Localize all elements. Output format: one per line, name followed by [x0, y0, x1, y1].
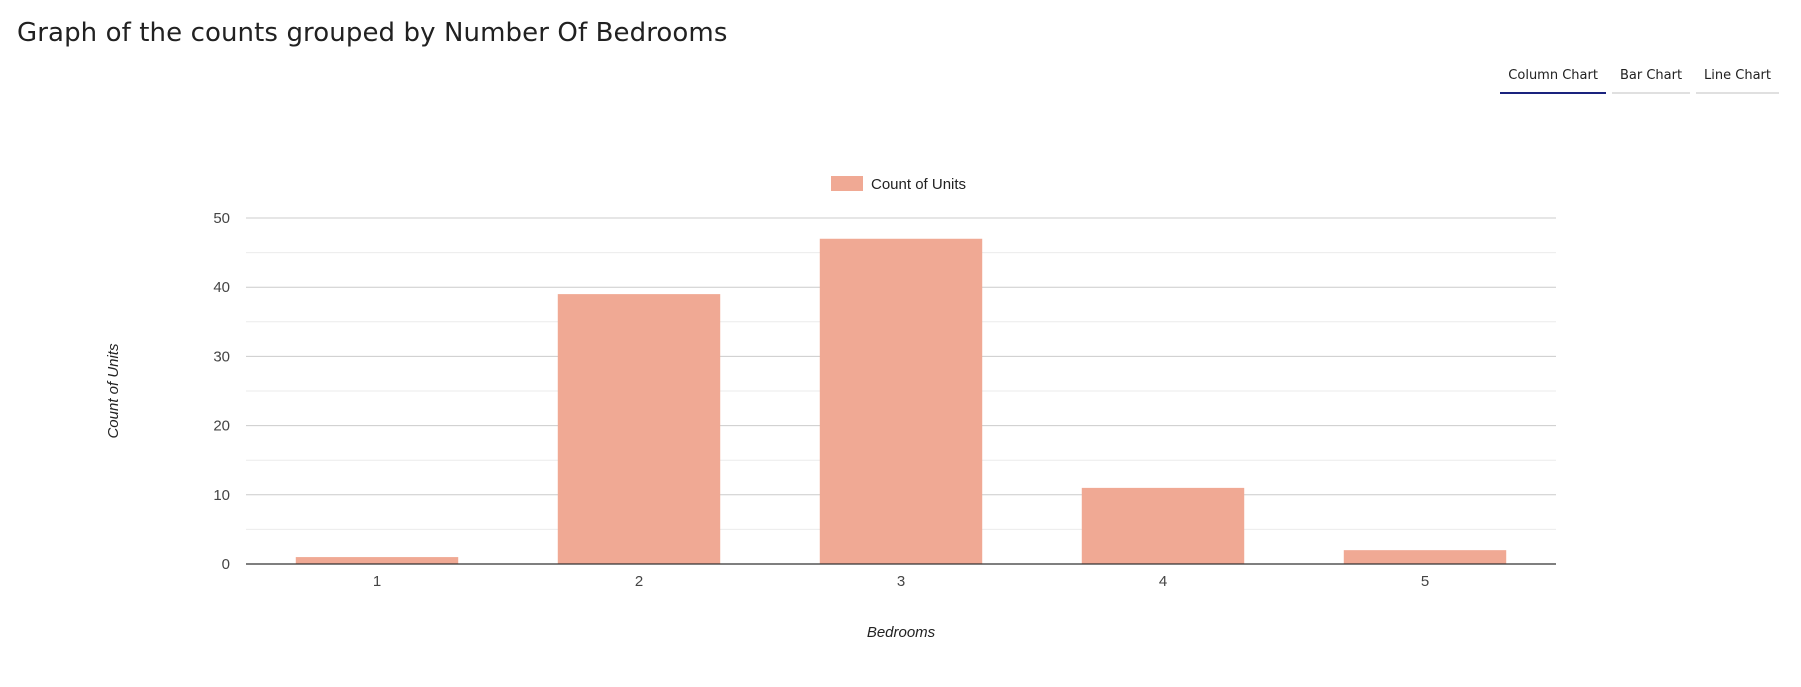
legend-swatch [831, 176, 863, 191]
page-title: Graph of the counts grouped by Number Of… [17, 18, 728, 48]
y-axis-ticks: 0 10 20 30 40 50 [213, 210, 230, 573]
x-tick-label: 5 [1421, 573, 1429, 590]
x-tick-label: 4 [1159, 573, 1167, 590]
y-tick-label: 50 [213, 210, 230, 227]
bar-2[interactable] [557, 294, 721, 564]
y-tick-label: 0 [222, 556, 230, 573]
tab-line-chart[interactable]: Line Chart [1696, 62, 1779, 94]
y-tick-label: 40 [213, 279, 230, 296]
y-tick-label: 30 [213, 348, 230, 365]
x-axis-title: Bedrooms [867, 624, 936, 641]
tab-column-chart[interactable]: Column Chart [1500, 62, 1606, 94]
bar-5[interactable] [1343, 550, 1507, 564]
bar-3[interactable] [819, 238, 983, 564]
legend: Count of Units [831, 176, 966, 193]
tab-bar-chart[interactable]: Bar Chart [1611, 62, 1691, 94]
x-tick-label: 2 [635, 573, 643, 590]
bars [295, 238, 1507, 564]
y-axis-title: Count of Units [105, 343, 122, 439]
y-tick-label: 10 [213, 487, 230, 504]
x-axis-ticks: 1 2 3 4 5 [373, 573, 1429, 590]
x-tick-label: 3 [897, 573, 905, 590]
x-tick-label: 1 [373, 573, 381, 590]
bar-1[interactable] [295, 557, 459, 564]
chart-type-tabs: Column Chart Bar Chart Line Chart [1500, 62, 1779, 94]
bar-4[interactable] [1081, 487, 1245, 564]
y-tick-label: 20 [213, 418, 230, 435]
legend-label: Count of Units [871, 176, 966, 193]
